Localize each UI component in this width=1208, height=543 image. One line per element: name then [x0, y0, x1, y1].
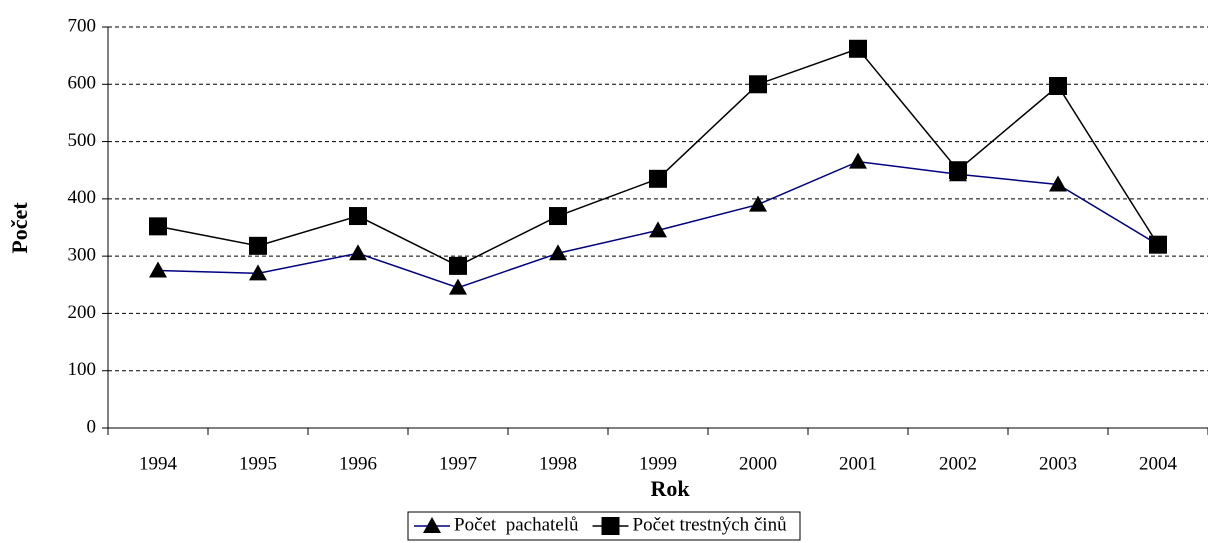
legend-label: Počet pachatelů: [454, 514, 579, 535]
x-tick-label: 2004: [1139, 453, 1178, 474]
point: [649, 221, 667, 238]
point: [249, 236, 267, 255]
x-tick-label: 1999: [639, 453, 677, 474]
point: [549, 244, 567, 261]
point: [149, 261, 167, 278]
y-tick-label: 500: [68, 130, 97, 151]
point: [949, 161, 967, 180]
x-tick-label: 1998: [539, 453, 577, 474]
point: [249, 264, 267, 281]
x-tick-label: 2001: [839, 453, 877, 474]
point: [849, 39, 867, 58]
point: [649, 169, 667, 188]
point: [349, 207, 367, 226]
point: [549, 207, 567, 226]
x-tick-label: 2003: [1039, 453, 1077, 474]
point: [423, 517, 441, 533]
y-tick-label: 600: [68, 73, 97, 94]
point: [449, 256, 467, 275]
x-tick-label: 1997: [439, 453, 477, 474]
x-tick-label: 1994: [139, 453, 178, 474]
point: [449, 278, 467, 295]
legend-label: Počet trestných činů: [633, 514, 788, 535]
y-tick-label: 100: [68, 359, 97, 380]
y-tick-label: 0: [87, 416, 97, 437]
point: [1149, 235, 1167, 254]
point: [1049, 77, 1067, 96]
point: [1049, 175, 1067, 192]
point: [849, 152, 867, 169]
y-tick-label: 400: [68, 187, 97, 208]
y-tick-label: 300: [68, 245, 97, 266]
x-tick-label: 2002: [939, 453, 977, 474]
x-tick-label: 2000: [739, 453, 777, 474]
x-axis-label: Rok: [650, 476, 690, 501]
point: [149, 217, 167, 236]
point: [749, 75, 767, 94]
y-tick-label: 200: [68, 302, 97, 323]
y-tick-label: 700: [68, 15, 97, 36]
y-axis-label: Počet: [7, 202, 32, 254]
x-tick-label: 1996: [339, 453, 377, 474]
x-tick-label: 1995: [239, 453, 277, 474]
point: [349, 244, 367, 261]
point: [601, 517, 620, 535]
point: [749, 195, 767, 212]
